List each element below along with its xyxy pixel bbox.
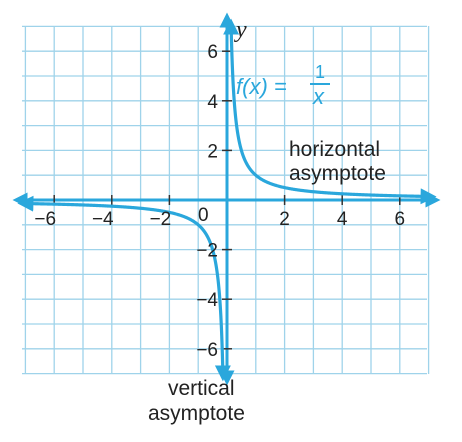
y-tick-label: −6	[196, 340, 218, 361]
function-label-lhs: f(x) =	[236, 74, 287, 99]
y-tick-label: −4	[196, 290, 218, 311]
tick-labels: −6 −4 −2 2 4 6 6 4 2 −2 −4 −6	[34, 42, 405, 361]
vertical-annotation-line1: vertical	[168, 377, 235, 400]
x-tick-label: −4	[92, 209, 114, 230]
function-label-denominator: x	[312, 84, 325, 109]
curve	[17, 18, 437, 382]
y-tick-label: −2	[196, 241, 218, 262]
function-label: f(x) = 1 x	[236, 62, 330, 109]
x-tick-label: 2	[279, 209, 290, 230]
curve-branch	[223, 18, 437, 205]
y-axis-label: y	[234, 17, 247, 43]
curve-branch	[17, 195, 231, 382]
vertical-annotation-line2: asymptote	[148, 402, 245, 425]
horizontal-annotation-line1: horizontal	[289, 138, 380, 161]
function-label-numerator: 1	[315, 62, 325, 82]
vertical-asymptote-annotation: vertical asymptote	[148, 377, 245, 425]
origin-label: 0	[198, 205, 209, 226]
x-tick-label: −2	[150, 209, 172, 230]
x-tick-label: 6	[395, 209, 406, 230]
x-tick-label: 4	[337, 209, 348, 230]
horizontal-asymptote-annotation: horizontal asymptote	[289, 138, 386, 185]
y-tick-label: 4	[207, 92, 218, 113]
y-tick-label: 6	[207, 42, 218, 63]
x-tick-label: −6	[34, 209, 56, 230]
horizontal-annotation-line2: asymptote	[289, 162, 386, 185]
y-tick-label: 2	[207, 141, 218, 162]
